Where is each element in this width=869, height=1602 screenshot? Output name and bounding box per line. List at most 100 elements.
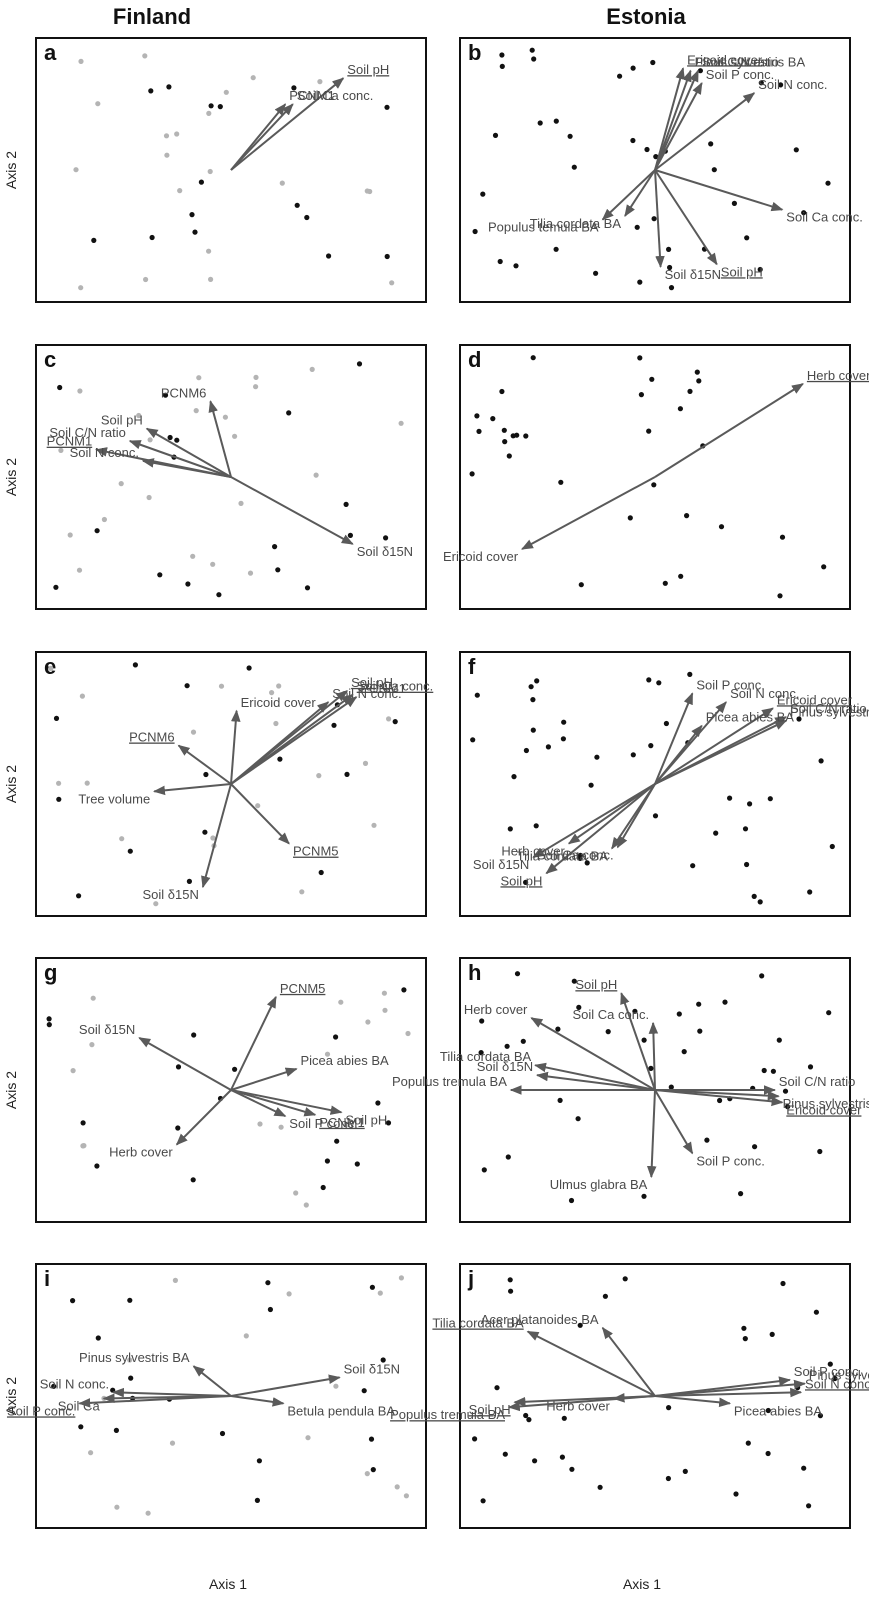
vector-label: Soil pH — [345, 1112, 387, 1127]
site-point — [523, 747, 530, 754]
site-point — [533, 823, 539, 829]
site-point — [665, 1475, 672, 1482]
site-point — [718, 524, 725, 530]
vector-label: Picea abies BA — [706, 710, 794, 725]
site-point — [652, 813, 659, 819]
vector-arrow — [526, 1330, 656, 1397]
y-axis-label: Axis 2 — [3, 458, 19, 496]
site-point — [81, 1143, 87, 1149]
vector-label: Soil P conc. — [706, 67, 774, 82]
vector-arrow — [230, 476, 354, 545]
vector-arrow — [567, 783, 656, 845]
vector-label: Pinus sylvestris BA — [790, 705, 869, 720]
y-axis-label: Axis 2 — [3, 1377, 19, 1415]
site-point — [286, 410, 292, 416]
vector-arrow — [153, 783, 232, 796]
vector-label: Soil pH — [500, 873, 542, 888]
vector-label: Soil P conc. — [696, 1153, 764, 1168]
site-point — [646, 677, 652, 683]
site-point — [597, 1484, 603, 1490]
site-point — [304, 585, 311, 591]
site-point — [334, 1138, 340, 1144]
site-point — [78, 285, 84, 291]
site-point — [507, 826, 513, 832]
site-point — [56, 780, 62, 786]
site-point — [190, 729, 197, 735]
site-point — [95, 101, 101, 107]
vector-arrow — [230, 783, 290, 845]
vector-arrow — [177, 744, 232, 785]
site-point — [666, 246, 672, 252]
vector-arrow — [654, 169, 784, 212]
vector-label: Soil C/N ratio — [779, 1074, 856, 1089]
site-point — [79, 693, 85, 699]
site-point — [577, 1322, 583, 1328]
site-point — [88, 1450, 94, 1456]
site-point — [779, 534, 786, 540]
site-point — [745, 1440, 751, 1446]
site-point — [232, 1066, 238, 1072]
site-point — [305, 1435, 311, 1441]
vector-label: Picea abies BA — [301, 1053, 389, 1068]
site-point — [681, 1049, 687, 1055]
vector-label: PCNM1 — [47, 434, 93, 449]
site-point — [634, 224, 640, 230]
site-point — [499, 63, 505, 69]
vector-label: PCNM1 — [289, 88, 335, 103]
site-point — [523, 1412, 529, 1419]
site-point — [48, 665, 54, 672]
site-point — [254, 1497, 260, 1503]
vector-arrow — [654, 383, 804, 478]
vector-label: Soil δ15N — [665, 267, 721, 282]
site-point — [801, 1465, 807, 1471]
site-point — [757, 899, 763, 905]
vector-arrow — [141, 458, 232, 478]
site-point — [472, 228, 478, 235]
vector-arrow — [208, 400, 232, 478]
vector-label: Soil δ15N — [79, 1022, 135, 1037]
vector-arrow — [654, 92, 756, 171]
vector-label: Soil N conc. — [730, 686, 799, 701]
vector-label: Soil δ15N — [143, 887, 199, 902]
site-point — [57, 384, 63, 391]
vector-label: Ericoid cover — [687, 52, 763, 67]
site-point — [561, 719, 567, 725]
site-point — [143, 276, 149, 283]
site-point — [492, 132, 499, 138]
site-point — [405, 1030, 411, 1037]
site-point — [119, 836, 125, 842]
site-point — [94, 1163, 100, 1169]
site-point — [560, 736, 567, 742]
vector-label: Pinus sylvestris BA — [79, 1350, 190, 1365]
site-point — [95, 1335, 101, 1341]
site-point — [494, 1385, 500, 1391]
vector-label: Herb cover — [464, 1002, 528, 1017]
vector-arrow — [230, 696, 358, 785]
site-point — [269, 690, 275, 696]
site-point — [317, 79, 323, 85]
vector-arrow — [230, 1089, 317, 1117]
vector-label: Tilia cordata BA — [440, 1049, 532, 1064]
site-point — [333, 1383, 339, 1389]
site-point — [148, 88, 154, 94]
site-point — [316, 773, 322, 779]
site-point — [398, 1275, 404, 1281]
site-point — [776, 1037, 782, 1043]
site-point — [534, 678, 540, 684]
site-point — [162, 392, 169, 398]
site-point — [818, 758, 824, 764]
site-point — [265, 1280, 271, 1286]
vector-arrow — [230, 1067, 298, 1091]
site-point — [506, 453, 512, 459]
site-point — [684, 513, 690, 519]
site-point — [217, 104, 223, 110]
vector-label: Acer platanoides BA — [481, 1312, 599, 1327]
site-point — [51, 1383, 57, 1389]
site-point — [567, 133, 573, 139]
site-point — [507, 1277, 513, 1283]
site-point — [389, 280, 395, 286]
site-point — [801, 210, 807, 216]
